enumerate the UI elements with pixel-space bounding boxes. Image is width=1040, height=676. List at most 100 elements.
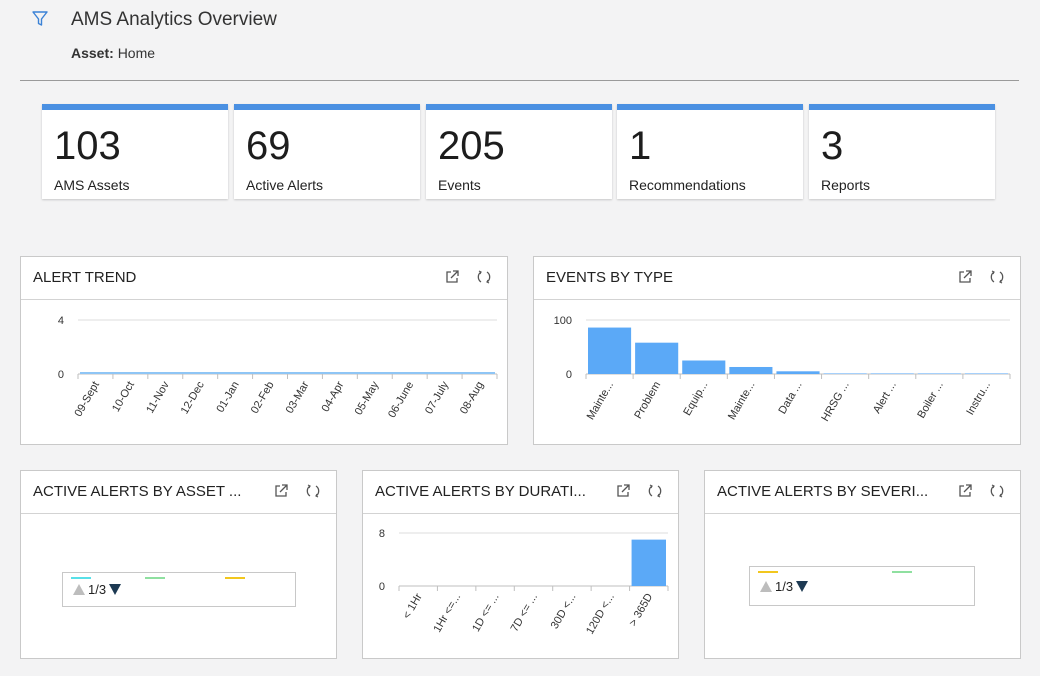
x-tick-label: 1Hr <=... — [431, 592, 463, 635]
external-link-icon[interactable] — [957, 269, 973, 285]
x-tick-label: Boiler ... — [915, 380, 946, 421]
alerts-by-duration-chart: 8 0 < 1Hr 1Hr <=... 1D <= ... 7D <= ... 30D <.… — [379, 528, 669, 636]
external-link-icon[interactable] — [444, 269, 460, 285]
alert-trend-panel: ALERT TREND 4 0 09-Sept 10-Oct 11-Nov 12-Dec 0… — [20, 256, 508, 445]
bar — [682, 360, 726, 374]
alerts-by-asset-panel: ACTIVE ALERTS BY ASSET ... 1/3 — [20, 470, 337, 659]
x-tick-label: 05-May — [353, 379, 382, 417]
y-tick-label: 4 — [58, 315, 64, 327]
legend-pager: 1/3 — [73, 582, 122, 597]
data-point — [478, 372, 481, 374]
filter-icon[interactable] — [31, 10, 49, 28]
x-tick-label: Alert ... — [871, 380, 899, 416]
panel-header: ALERT TREND — [21, 257, 507, 300]
alerts-by-duration-panel: ACTIVE ALERTS BY DURATI... 8 0 < 1Hr 1Hr <=… — [362, 470, 679, 659]
external-link-icon[interactable] — [273, 483, 289, 499]
asset-label: Asset: — [71, 45, 114, 61]
x-tick-label: 1D <= ... — [470, 592, 501, 635]
data-point — [373, 372, 376, 374]
events-by-type-panel: EVENTS BY TYPE 100 0 Mainte... Problem Equip… — [533, 256, 1021, 445]
y-tick-label: 0 — [566, 369, 572, 381]
kpi-active-alerts[interactable]: 69 Active Alerts — [234, 104, 420, 199]
x-tick-label: Mainte... — [726, 380, 757, 423]
x-tick-label: 12-Dec — [179, 379, 207, 416]
x-tick-label: 30D <... — [549, 592, 579, 632]
alerts-by-severity-panel: ACTIVE ALERTS BY SEVERI... 1/3 — [704, 470, 1021, 659]
kpi-value: 103 — [54, 124, 121, 168]
y-tick-label: 8 — [379, 528, 385, 540]
refresh-icon[interactable] — [647, 483, 663, 499]
panel-title: ACTIVE ALERTS BY DURATI... — [375, 483, 586, 500]
kpi-value: 3 — [821, 124, 844, 168]
kpi-recommendations[interactable]: 1 Recommendations — [617, 104, 803, 199]
panel-header: ACTIVE ALERTS BY SEVERI... — [705, 471, 1020, 514]
data-point — [164, 372, 167, 374]
x-tick-label: < 1Hr — [401, 591, 425, 621]
panel-title: EVENTS BY TYPE — [546, 269, 673, 286]
page-title: AMS Analytics Overview — [71, 9, 277, 30]
x-tick-label: Instru... — [964, 380, 993, 418]
kpi-value: 205 — [438, 124, 505, 168]
pager-text: 1/3 — [775, 579, 794, 594]
page-up-icon[interactable] — [760, 581, 772, 592]
data-point — [339, 372, 341, 374]
x-tick-label: HRSG ... — [819, 380, 851, 424]
x-tick-label: 10-Oct — [110, 380, 137, 415]
pager-text: 1/3 — [88, 582, 107, 597]
refresh-icon[interactable] — [989, 269, 1005, 285]
legend: 1/3 — [749, 566, 975, 606]
legend-swatch — [225, 577, 245, 579]
header-divider — [20, 80, 1019, 81]
panel-title: ACTIVE ALERTS BY SEVERI... — [717, 483, 929, 500]
x-tick-label: 09-Sept — [72, 380, 102, 419]
panel-header: ACTIVE ALERTS BY ASSET ... — [21, 471, 336, 514]
bar — [588, 327, 632, 374]
external-link-icon[interactable] — [957, 483, 973, 499]
legend-swatch — [71, 577, 91, 579]
data-point — [443, 372, 446, 374]
external-link-icon[interactable] — [615, 483, 631, 499]
bar — [823, 373, 867, 374]
refresh-icon[interactable] — [989, 483, 1005, 499]
panel-title: ACTIVE ALERTS BY ASSET ... — [33, 483, 242, 500]
panel-header: ACTIVE ALERTS BY DURATI... — [363, 471, 678, 514]
kpi-ams-assets[interactable]: 103 AMS Assets — [42, 104, 228, 199]
refresh-icon[interactable] — [476, 269, 492, 285]
bar — [631, 539, 666, 586]
y-tick-label: 100 — [554, 315, 572, 327]
x-tick-label: 06-June — [386, 380, 416, 420]
kpi-value: 69 — [246, 124, 291, 168]
x-tick-label: Equip... — [681, 380, 710, 418]
data-point — [129, 372, 132, 374]
x-tick-label: 01-Jan — [215, 380, 242, 415]
page-down-icon[interactable] — [109, 584, 122, 595]
kpi-label: Active Alerts — [246, 177, 324, 193]
kpi-reports[interactable]: 3 Reports — [809, 104, 995, 199]
x-tick-label: 04-Apr — [320, 379, 347, 414]
page-down-icon[interactable] — [796, 581, 809, 592]
bar — [729, 366, 773, 374]
page-up-icon[interactable] — [73, 584, 85, 595]
bar — [964, 373, 1008, 374]
x-tick-label: Data ... — [776, 380, 804, 417]
legend: 1/3 — [62, 572, 296, 607]
data-point — [199, 372, 202, 374]
kpi-events[interactable]: 205 Events — [426, 104, 612, 199]
kpi-label: Recommendations — [629, 177, 746, 193]
bar — [776, 371, 820, 374]
x-tick-label: 11-Nov — [144, 379, 172, 415]
x-tick-label: 02-Feb — [249, 380, 277, 416]
data-point — [304, 372, 306, 374]
bar — [917, 373, 961, 374]
data-point — [94, 372, 97, 374]
asset-value[interactable]: Home — [117, 45, 156, 61]
bar — [635, 342, 679, 374]
panel-header: EVENTS BY TYPE — [534, 257, 1020, 300]
x-tick-label: 03-Mar — [284, 379, 312, 415]
panel-title: ALERT TREND — [33, 269, 137, 286]
refresh-icon[interactable] — [305, 483, 321, 499]
y-tick-label: 0 — [58, 369, 64, 381]
legend-swatch — [145, 577, 165, 579]
kpi-label: AMS Assets — [54, 177, 130, 193]
